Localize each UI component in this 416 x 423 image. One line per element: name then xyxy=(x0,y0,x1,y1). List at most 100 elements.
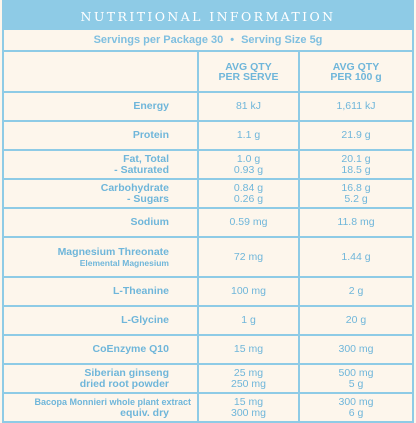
nutrient-value: 15 mg xyxy=(233,343,264,355)
nutrient-value: 0.93 g xyxy=(233,163,264,176)
nutrient-name-cell: Siberian ginseng dried root powder xyxy=(4,363,199,394)
nutrient-name: Sodium xyxy=(130,216,170,228)
value-per-100g: 1.44 g xyxy=(298,236,412,278)
nutrient-row: L-Glycine 1 g 20 g xyxy=(4,305,412,336)
nutrient-name-cell: L-Glycine xyxy=(4,305,199,336)
nutrient-value: 100 mg xyxy=(230,285,267,297)
value-per-serve: 25 mg 250 mg xyxy=(197,363,300,394)
header-per-100g: AVG QTY PER 100 g xyxy=(298,52,412,93)
nutrient-value: 300 mg xyxy=(338,396,374,408)
value-per-serve: 0.84 g 0.26 g xyxy=(197,178,300,209)
nutrient-row: CoEnzyme Q10 15 mg 300 mg xyxy=(4,334,412,365)
value-per-serve: 81 kJ xyxy=(197,91,300,122)
header-empty-cell xyxy=(4,52,199,93)
nutrient-value: 1,611 kJ xyxy=(336,100,376,112)
nutrient-name: Fat, Total xyxy=(123,152,169,165)
nutrient-value: 0.84 g xyxy=(233,181,264,194)
nutrient-name: equiv. dry xyxy=(120,407,169,419)
nutrient-value: 1.0 g xyxy=(236,152,261,165)
value-per-serve: 1 g xyxy=(197,305,300,336)
value-per-serve: 0.59 mg xyxy=(197,207,300,238)
nutrient-value: 6 g xyxy=(348,407,364,419)
value-per-100g: 20.1 g 18.5 g xyxy=(298,149,412,180)
nutrient-value: 5 g xyxy=(348,377,364,390)
nutrient-name-cell: L-Theanine xyxy=(4,276,199,307)
nutrient-value: 1.44 g xyxy=(341,250,371,263)
nutrient-value: 0.59 mg xyxy=(229,216,268,228)
value-per-100g: 500 mg 5 g xyxy=(298,363,412,394)
nutrient-value: 18.5 g xyxy=(341,163,371,176)
nutrient-name: - Saturated xyxy=(114,163,169,176)
nutrient-name-cell: Carbohydrate - Sugars xyxy=(4,178,199,209)
value-per-serve: 100 mg xyxy=(197,276,300,307)
value-per-serve: 1.0 g 0.93 g xyxy=(197,149,300,180)
nutrition-table: AVG QTY PER SERVE AVG QTY PER 100 g Ener… xyxy=(4,52,412,422)
nutrient-value: 1.1 g xyxy=(236,129,261,141)
panel-title: NUTRITIONAL INFORMATION xyxy=(4,2,412,30)
nutrient-name-cell: CoEnzyme Q10 xyxy=(4,334,199,365)
nutrient-value: 250 mg xyxy=(230,377,267,390)
nutrient-value: 21.9 g xyxy=(341,129,371,141)
bullet-separator: • xyxy=(230,34,235,46)
nutrient-name: Protein xyxy=(132,129,169,141)
nutrient-name-cell: Fat, Total - Saturated xyxy=(4,149,199,180)
value-per-100g: 300 mg 6 g xyxy=(298,392,412,422)
value-per-100g: 21.9 g xyxy=(298,120,412,151)
header-per-serve: AVG QTY PER SERVE xyxy=(197,52,300,93)
nutrient-value: 20 g xyxy=(345,314,367,326)
nutrient-name: Bacopa Monnieri whole plant extract xyxy=(34,397,191,407)
value-per-100g: 1,611 kJ xyxy=(298,91,412,122)
servings-per-package: Servings per Package 30 xyxy=(93,34,224,46)
serving-size: Serving Size 5g xyxy=(241,34,323,46)
nutrient-row: Energy 81 kJ 1,611 kJ xyxy=(4,91,412,122)
nutrient-name-cell: Energy xyxy=(4,91,199,122)
nutrient-name: Magnesium Threonate xyxy=(57,245,169,258)
nutrient-name-cell: Magnesium Threonate Elemental Magnesium xyxy=(4,236,199,278)
nutrient-value: 0.26 g xyxy=(233,192,264,205)
nutrient-value: 25 mg xyxy=(233,366,264,379)
nutrient-name: L-Glycine xyxy=(121,314,169,326)
nutrient-subname: Elemental Magnesium xyxy=(79,257,169,268)
nutrient-name: L-Theanine xyxy=(112,285,169,297)
nutrient-name: - Sugars xyxy=(126,192,169,205)
header-per-100g-line: AVG QTY xyxy=(332,60,380,73)
servings-line: Servings per Package 30 • Serving Size 5… xyxy=(4,30,412,52)
nutrient-name: Siberian ginseng xyxy=(84,366,169,379)
nutrient-value: 81 kJ xyxy=(235,100,262,112)
nutrient-row: Fat, Total - Saturated 1.0 g 0.93 g 20.1 g 18… xyxy=(4,149,412,180)
value-per-100g: 2 g xyxy=(298,276,412,307)
value-per-serve: 1.1 g xyxy=(197,120,300,151)
value-per-100g: 20 g xyxy=(298,305,412,336)
nutrient-value: 500 mg xyxy=(338,366,374,379)
nutrient-name-cell: Sodium xyxy=(4,207,199,238)
nutrient-name-cell: Bacopa Monnieri whole plant extract equiv… xyxy=(4,392,199,422)
nutrient-value: 20.1 g xyxy=(341,152,371,165)
header-per-serve-line: AVG QTY xyxy=(225,60,272,73)
nutrient-value: 11.8 mg xyxy=(337,216,375,228)
nutrient-name: CoEnzyme Q10 xyxy=(92,343,169,355)
nutrient-row: Protein 1.1 g 21.9 g xyxy=(4,120,412,151)
nutrient-value: 5.2 g xyxy=(344,192,368,205)
nutrient-name: dried root powder xyxy=(79,377,169,390)
nutrient-value: 300 mg xyxy=(338,343,374,355)
nutrient-name: Energy xyxy=(133,100,169,112)
value-per-100g: 16.8 g 5.2 g xyxy=(298,178,412,209)
nutrient-value: 1 g xyxy=(241,314,256,326)
nutrient-value: 300 mg xyxy=(230,407,267,419)
nutrient-name: Carbohydrate xyxy=(100,181,169,194)
nutrient-value: 2 g xyxy=(348,285,364,297)
header-row: AVG QTY PER SERVE AVG QTY PER 100 g xyxy=(4,52,412,93)
nutrient-value: 16.8 g xyxy=(341,181,371,194)
nutrient-row: L-Theanine 100 mg 2 g xyxy=(4,276,412,307)
header-per-serve-line: PER SERVE xyxy=(218,70,279,83)
nutrient-value: 72 mg xyxy=(233,250,264,263)
header-per-100g-line: PER 100 g xyxy=(330,70,382,83)
nutrient-row: Bacopa Monnieri whole plant extract equiv… xyxy=(4,392,412,422)
nutrient-name-cell: Protein xyxy=(4,120,199,151)
nutrient-row: Siberian ginseng dried root powder 25 mg 25… xyxy=(4,363,412,394)
nutrient-row: Magnesium Threonate Elemental Magnesium 72… xyxy=(4,236,412,278)
value-per-100g: 11.8 mg xyxy=(298,207,412,238)
nutrient-row: Sodium 0.59 mg 11.8 mg xyxy=(4,207,412,238)
nutrient-value: 15 mg xyxy=(233,396,264,408)
